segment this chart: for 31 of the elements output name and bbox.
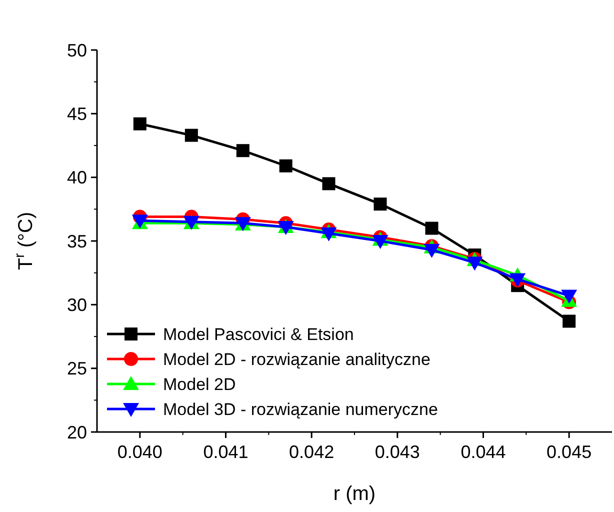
point [320, 227, 337, 242]
y-tick-label: 25 [66, 358, 87, 379]
legend-label: Model 2D - rozwiązanie analityczne [163, 350, 430, 369]
y-tick-label: 50 [66, 40, 87, 60]
y-tick-label: 20 [66, 422, 87, 442]
point [133, 117, 146, 130]
x-tick-label: 0.041 [203, 442, 248, 462]
point [184, 128, 198, 142]
point [562, 314, 576, 328]
point [425, 222, 438, 235]
point [561, 290, 578, 304]
x-axis-title: r (m) [333, 483, 376, 505]
x-tick-label: 0.040 [117, 442, 162, 462]
legend-label: Model Pascovici & Etsion [163, 324, 354, 344]
legend-label: Model 2D [163, 374, 236, 394]
x-tick-label: 0.043 [374, 442, 420, 462]
y-tick-label: 40 [66, 168, 87, 188]
point [236, 144, 250, 158]
y-tick-label: 35 [66, 231, 87, 252]
x-tick-label: 0.045 [546, 442, 592, 462]
point [279, 159, 292, 172]
point [322, 177, 336, 190]
point [424, 244, 440, 258]
y-tick-label: 30 [66, 294, 87, 315]
legend-label: Model 3D - rozwiązanie numeryczne [163, 400, 438, 419]
x-tick-label: 0.042 [289, 442, 334, 462]
point [374, 198, 387, 211]
point [466, 256, 483, 271]
point [372, 235, 388, 249]
x-tick-label: 0.044 [460, 442, 506, 462]
y-tick-label: 45 [66, 104, 87, 124]
